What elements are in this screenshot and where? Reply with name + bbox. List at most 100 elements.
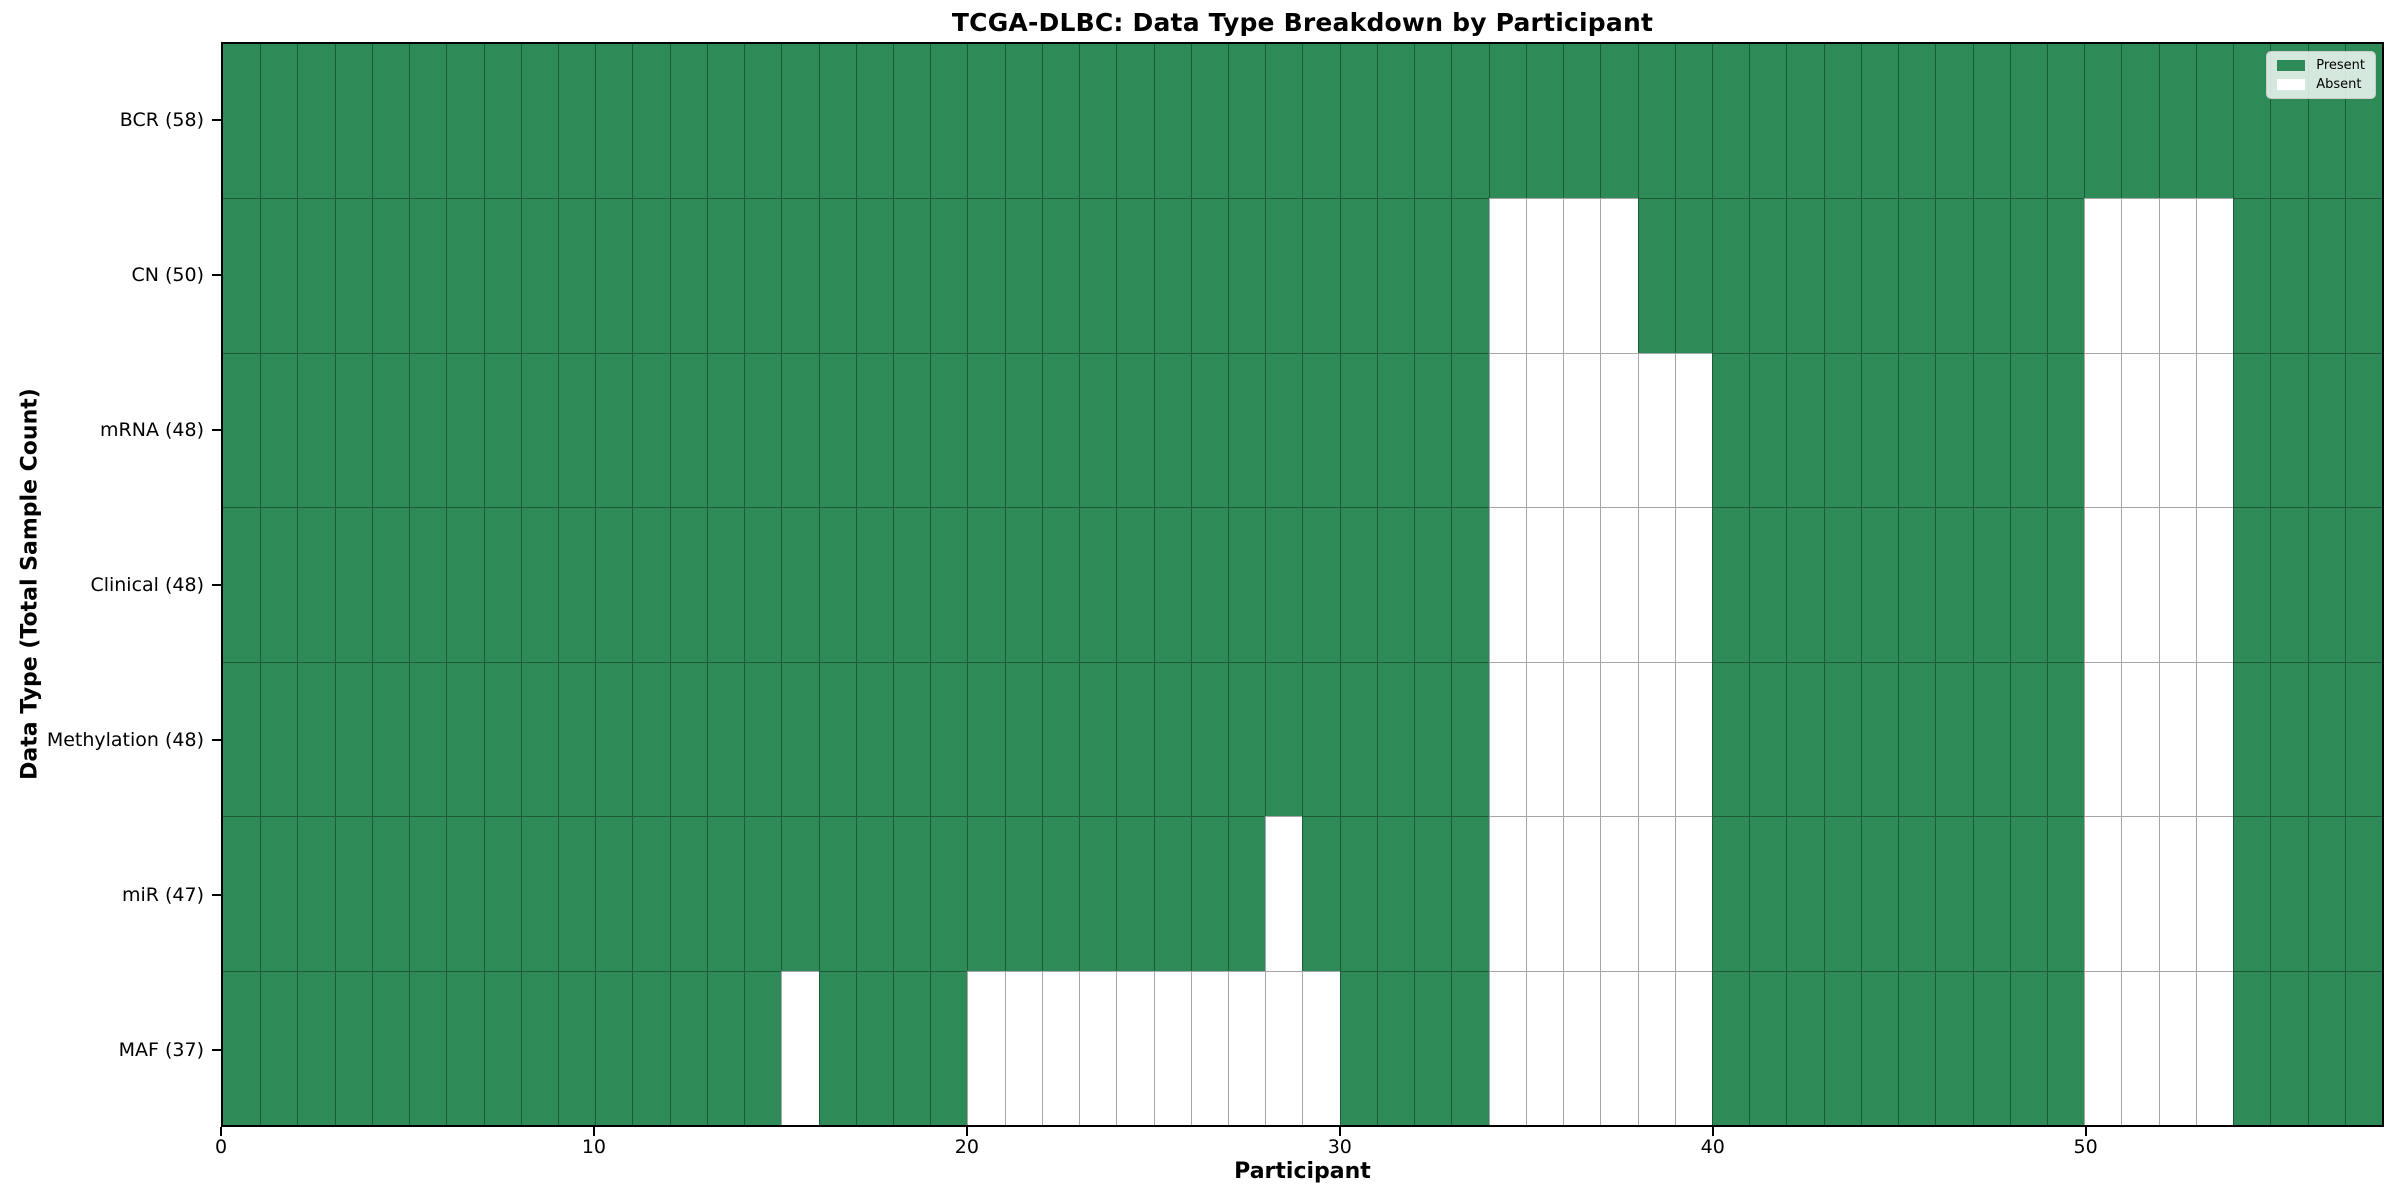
heatmap-cell [1228, 661, 1266, 817]
heatmap-cell [2344, 198, 2382, 353]
heatmap-cell [1488, 661, 1526, 817]
heatmap-cell [1116, 661, 1154, 817]
heatmap-cell [855, 44, 894, 199]
heatmap-cell [1041, 198, 1080, 353]
heatmap-cell [1898, 816, 1936, 971]
heatmap-cell [2084, 970, 2122, 1125]
heatmap-cell [855, 816, 894, 971]
heatmap-cell [446, 352, 484, 508]
heatmap-cell [669, 44, 707, 199]
y-tick-mark [212, 893, 221, 896]
heatmap-cell [446, 44, 484, 199]
heatmap-cell [1302, 661, 1340, 817]
heatmap-cell [930, 198, 968, 353]
heatmap-cell [1116, 352, 1154, 508]
chart-title: TCGA-DLBC: Data Type Breakdown by Partic… [951, 8, 1654, 37]
heatmap-cell [781, 816, 819, 971]
heatmap-cell [1525, 507, 1564, 662]
heatmap-cell [669, 816, 707, 971]
y-tick-label: Methylation (48) [46, 728, 204, 751]
heatmap-cell [2046, 507, 2085, 662]
heatmap-cell [1488, 970, 1526, 1125]
heatmap-cell [1488, 352, 1526, 508]
heatmap-cell [744, 661, 782, 817]
heatmap-cell [260, 816, 298, 971]
heatmap-cell [1786, 352, 1824, 508]
heatmap-cell [1153, 816, 1191, 971]
heatmap-cell [2046, 44, 2085, 199]
heatmap-cell [2121, 661, 2159, 817]
heatmap-cell [1749, 44, 1787, 199]
heatmap-cell [371, 816, 410, 971]
heatmap-cell [1674, 970, 1712, 1125]
heatmap-cell [1376, 661, 1415, 817]
heatmap-cell [371, 352, 410, 508]
heatmap-cell [1004, 970, 1042, 1125]
heatmap-cell [1637, 198, 1675, 353]
heatmap-cell [2084, 198, 2122, 353]
heatmap-cell [1451, 44, 1489, 199]
y-tick-label: mRNA (48) [100, 418, 204, 441]
heatmap-cell [818, 507, 856, 662]
heatmap-cell [595, 816, 633, 971]
heatmap-cell [1935, 970, 1973, 1125]
heatmap-cell [1004, 507, 1042, 662]
heatmap-cell [371, 661, 410, 817]
heatmap-cell [1860, 198, 1899, 353]
heatmap-cell [371, 970, 410, 1125]
heatmap-cell [2046, 661, 2085, 817]
heatmap-cell [2046, 816, 2085, 971]
heatmap-cell [1302, 507, 1340, 662]
heatmap-cell [2307, 661, 2345, 817]
heatmap-cell [1190, 44, 1229, 199]
heatmap-cell [223, 352, 261, 508]
heatmap-cell [2344, 661, 2382, 817]
heatmap-cell [558, 198, 596, 353]
heatmap-cell [1823, 352, 1861, 508]
heatmap-cell [1339, 198, 1377, 353]
heatmap-cell [1525, 816, 1564, 971]
heatmap-cell [632, 44, 670, 199]
heatmap-cell [632, 970, 670, 1125]
heatmap-cell [595, 507, 633, 662]
heatmap-cell [744, 507, 782, 662]
heatmap-cell [558, 44, 596, 199]
heatmap-cell [520, 661, 559, 817]
heatmap-cell [930, 661, 968, 817]
heatmap-cell [1116, 44, 1154, 199]
heatmap-cell [1451, 661, 1489, 817]
heatmap-cell [1674, 507, 1712, 662]
heatmap-cell [2084, 44, 2122, 199]
heatmap-cell [1637, 352, 1675, 508]
x-tick-mark [1338, 1127, 1341, 1136]
heatmap-cell [1265, 816, 1303, 971]
heatmap-cell [223, 44, 261, 199]
heatmap-cell [893, 352, 931, 508]
heatmap-cell [1935, 507, 1973, 662]
heatmap-cell [1823, 970, 1861, 1125]
heatmap-cell [2195, 816, 2234, 971]
legend-item-present: Present [2277, 59, 2365, 72]
heatmap-cell [2158, 970, 2196, 1125]
heatmap-cell [1749, 507, 1787, 662]
heatmap-cell [1563, 44, 1601, 199]
heatmap-cell [893, 816, 931, 971]
heatmap-grid [223, 44, 2382, 1125]
heatmap-cell [409, 198, 447, 353]
heatmap-cell [446, 507, 484, 662]
heatmap-cell [2158, 816, 2196, 971]
heatmap-cell [1786, 970, 1824, 1125]
heatmap-cell [2009, 198, 2047, 353]
heatmap-cell [260, 661, 298, 817]
heatmap-cell [371, 44, 410, 199]
x-tick-label: 0 [214, 1136, 228, 1158]
heatmap-cell [1339, 661, 1377, 817]
heatmap-cell [1190, 816, 1229, 971]
heatmap-cell [520, 198, 559, 353]
heatmap-cell [818, 661, 856, 817]
heatmap-cell [1563, 816, 1601, 971]
heatmap-cell [632, 816, 670, 971]
legend: Present Absent [2266, 51, 2376, 99]
heatmap-cell [744, 816, 782, 971]
heatmap-cell [818, 970, 856, 1125]
